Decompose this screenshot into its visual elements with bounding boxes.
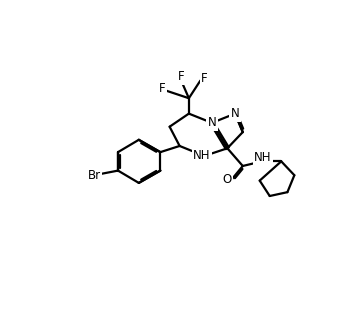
Text: O: O — [222, 173, 231, 186]
Text: N: N — [207, 116, 216, 129]
Text: NH: NH — [193, 149, 211, 162]
Text: F: F — [178, 70, 185, 83]
Text: NH: NH — [254, 151, 272, 164]
Text: F: F — [159, 82, 165, 95]
Text: F: F — [201, 73, 207, 86]
Text: N: N — [231, 107, 240, 120]
Text: Br: Br — [88, 169, 101, 182]
